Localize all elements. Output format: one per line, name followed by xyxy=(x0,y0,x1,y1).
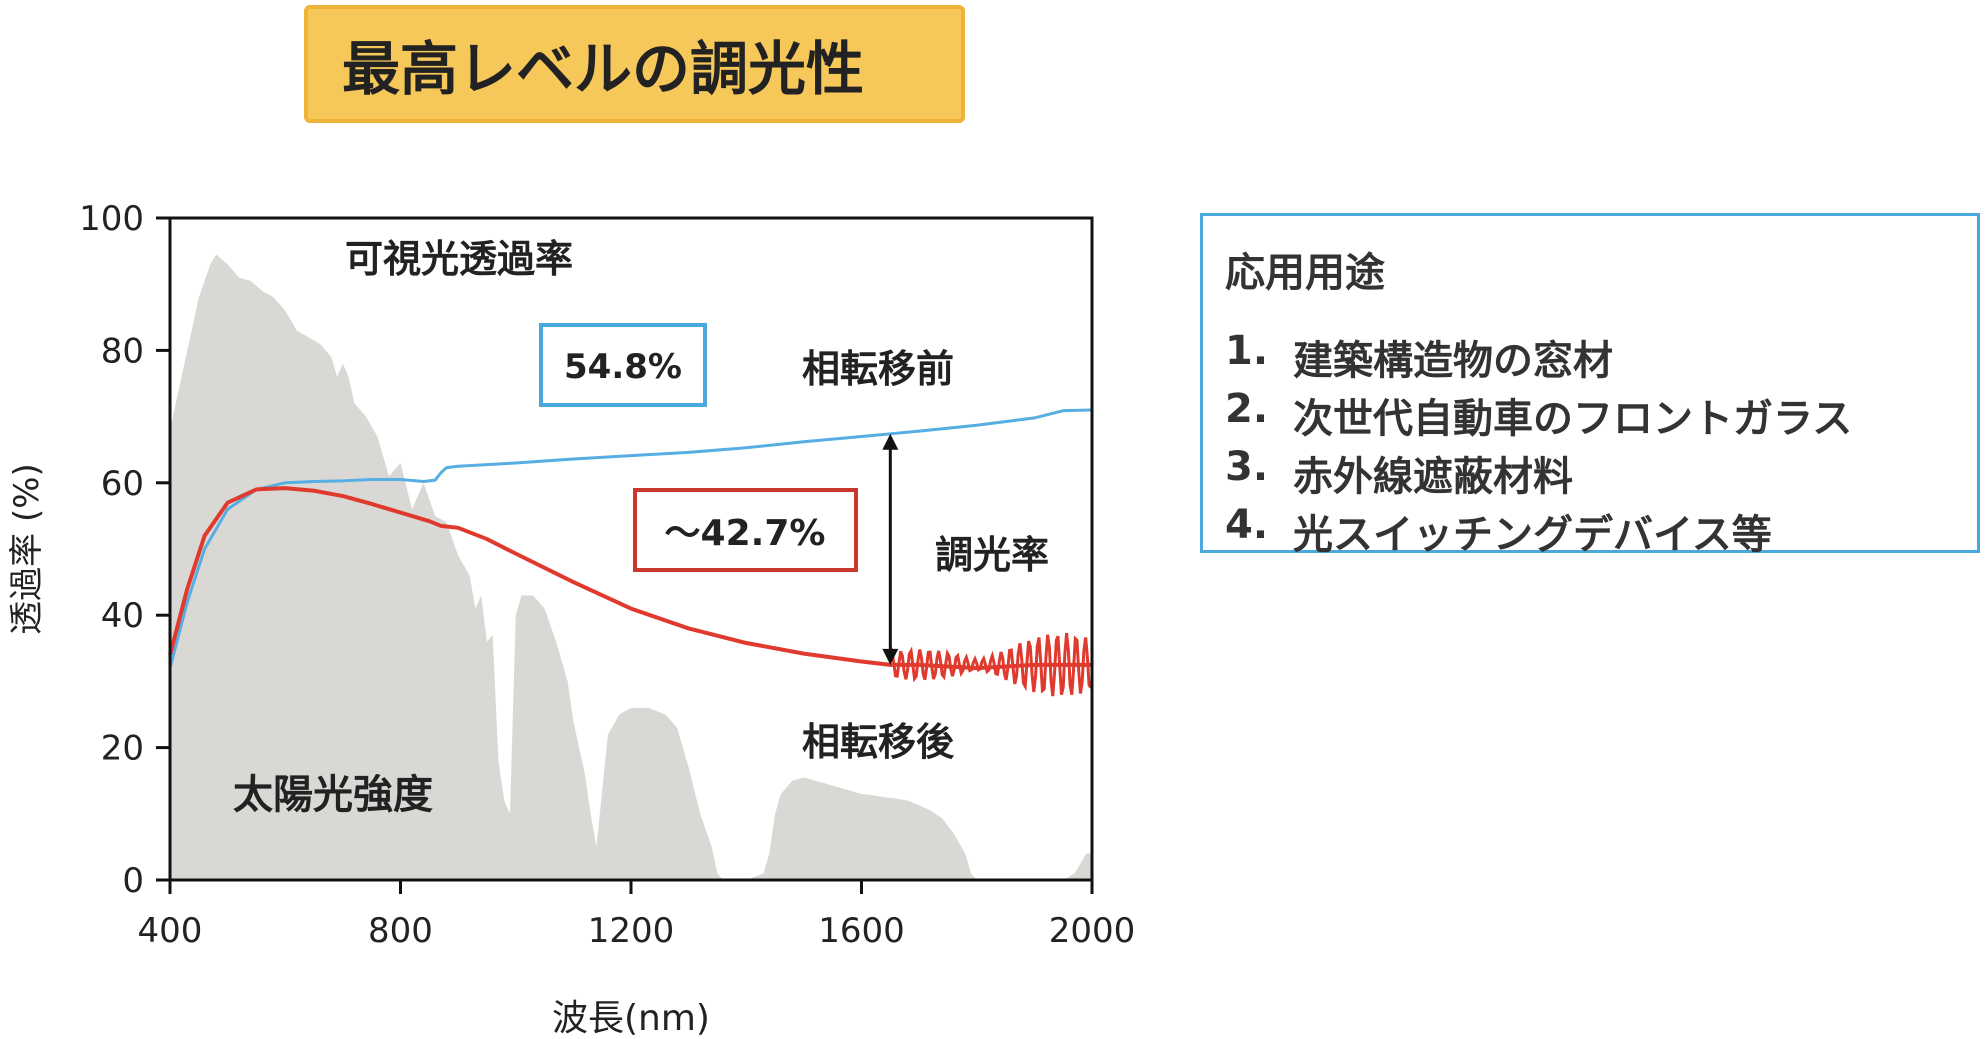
application-number: 1. xyxy=(1225,328,1269,374)
y-tick-label: 80 xyxy=(101,331,144,371)
application-text: 赤外線遮蔽材料 xyxy=(1293,454,1573,500)
applications-title: 応用用途 xyxy=(1225,250,1385,296)
application-number: 3. xyxy=(1225,444,1269,490)
application-item: 4. 光スイッチングデバイス等 xyxy=(1225,502,1957,560)
x-tick-label: 2000 xyxy=(1049,911,1136,951)
after-transition-line xyxy=(168,486,1092,671)
x-tick-label: 800 xyxy=(368,911,433,951)
y-tick-label: 0 xyxy=(122,861,144,901)
page-title: 最高レベルの調光性 xyxy=(304,5,965,123)
solar-intensity-area xyxy=(170,254,1092,880)
x-axis-label: 波長(nm) xyxy=(552,998,710,1039)
after-transition-label: 相転移後 xyxy=(802,720,955,764)
modulation-arrow-head-down xyxy=(882,648,899,665)
modulation-range: 〜42.7% xyxy=(665,513,826,554)
application-text: 建築構造物の窓材 xyxy=(1293,338,1613,384)
x-tick-label: 400 xyxy=(138,911,203,951)
y-tick-label: 20 xyxy=(101,729,144,769)
x-tick-label: 1600 xyxy=(818,911,905,951)
y-axis-label: 透過率 (%) xyxy=(7,463,47,635)
modulation-value: 54.8% xyxy=(564,347,682,387)
visible-transmittance-label: 可視光透過率 xyxy=(345,237,573,281)
solar-intensity-label: 太陽光強度 xyxy=(233,772,433,818)
x-tick-label: 1200 xyxy=(588,911,675,951)
modulation-label: 調光率 xyxy=(935,533,1049,577)
modulation-value-box xyxy=(539,323,707,407)
applications-panel: 応用用途 1. 建築構造物の窓材 2. 次世代自動車のフロントガラス 3. 赤外… xyxy=(1200,213,1980,558)
application-item: 2. 次世代自動車のフロントガラス xyxy=(1225,386,1957,444)
modulation-arrow-head-up xyxy=(882,433,899,450)
before-transition-line xyxy=(168,408,1093,669)
application-item: 3. 赤外線遮蔽材料 xyxy=(1225,444,1957,502)
y-tick-label: 40 xyxy=(101,596,144,636)
application-item: 1. 建築構造物の窓材 xyxy=(1225,328,1957,386)
y-tick-label: 100 xyxy=(79,199,144,239)
modulation-range-box xyxy=(633,488,858,572)
y-tick-label: 60 xyxy=(101,464,144,504)
before-transition-label: 相転移前 xyxy=(802,347,954,391)
application-number: 2. xyxy=(1225,386,1269,432)
application-text: 次世代自動車のフロントガラス xyxy=(1293,396,1853,442)
application-text: 光スイッチングデバイス等 xyxy=(1293,512,1772,558)
application-number: 4. xyxy=(1225,502,1269,548)
after-transition-noise xyxy=(888,632,1093,697)
